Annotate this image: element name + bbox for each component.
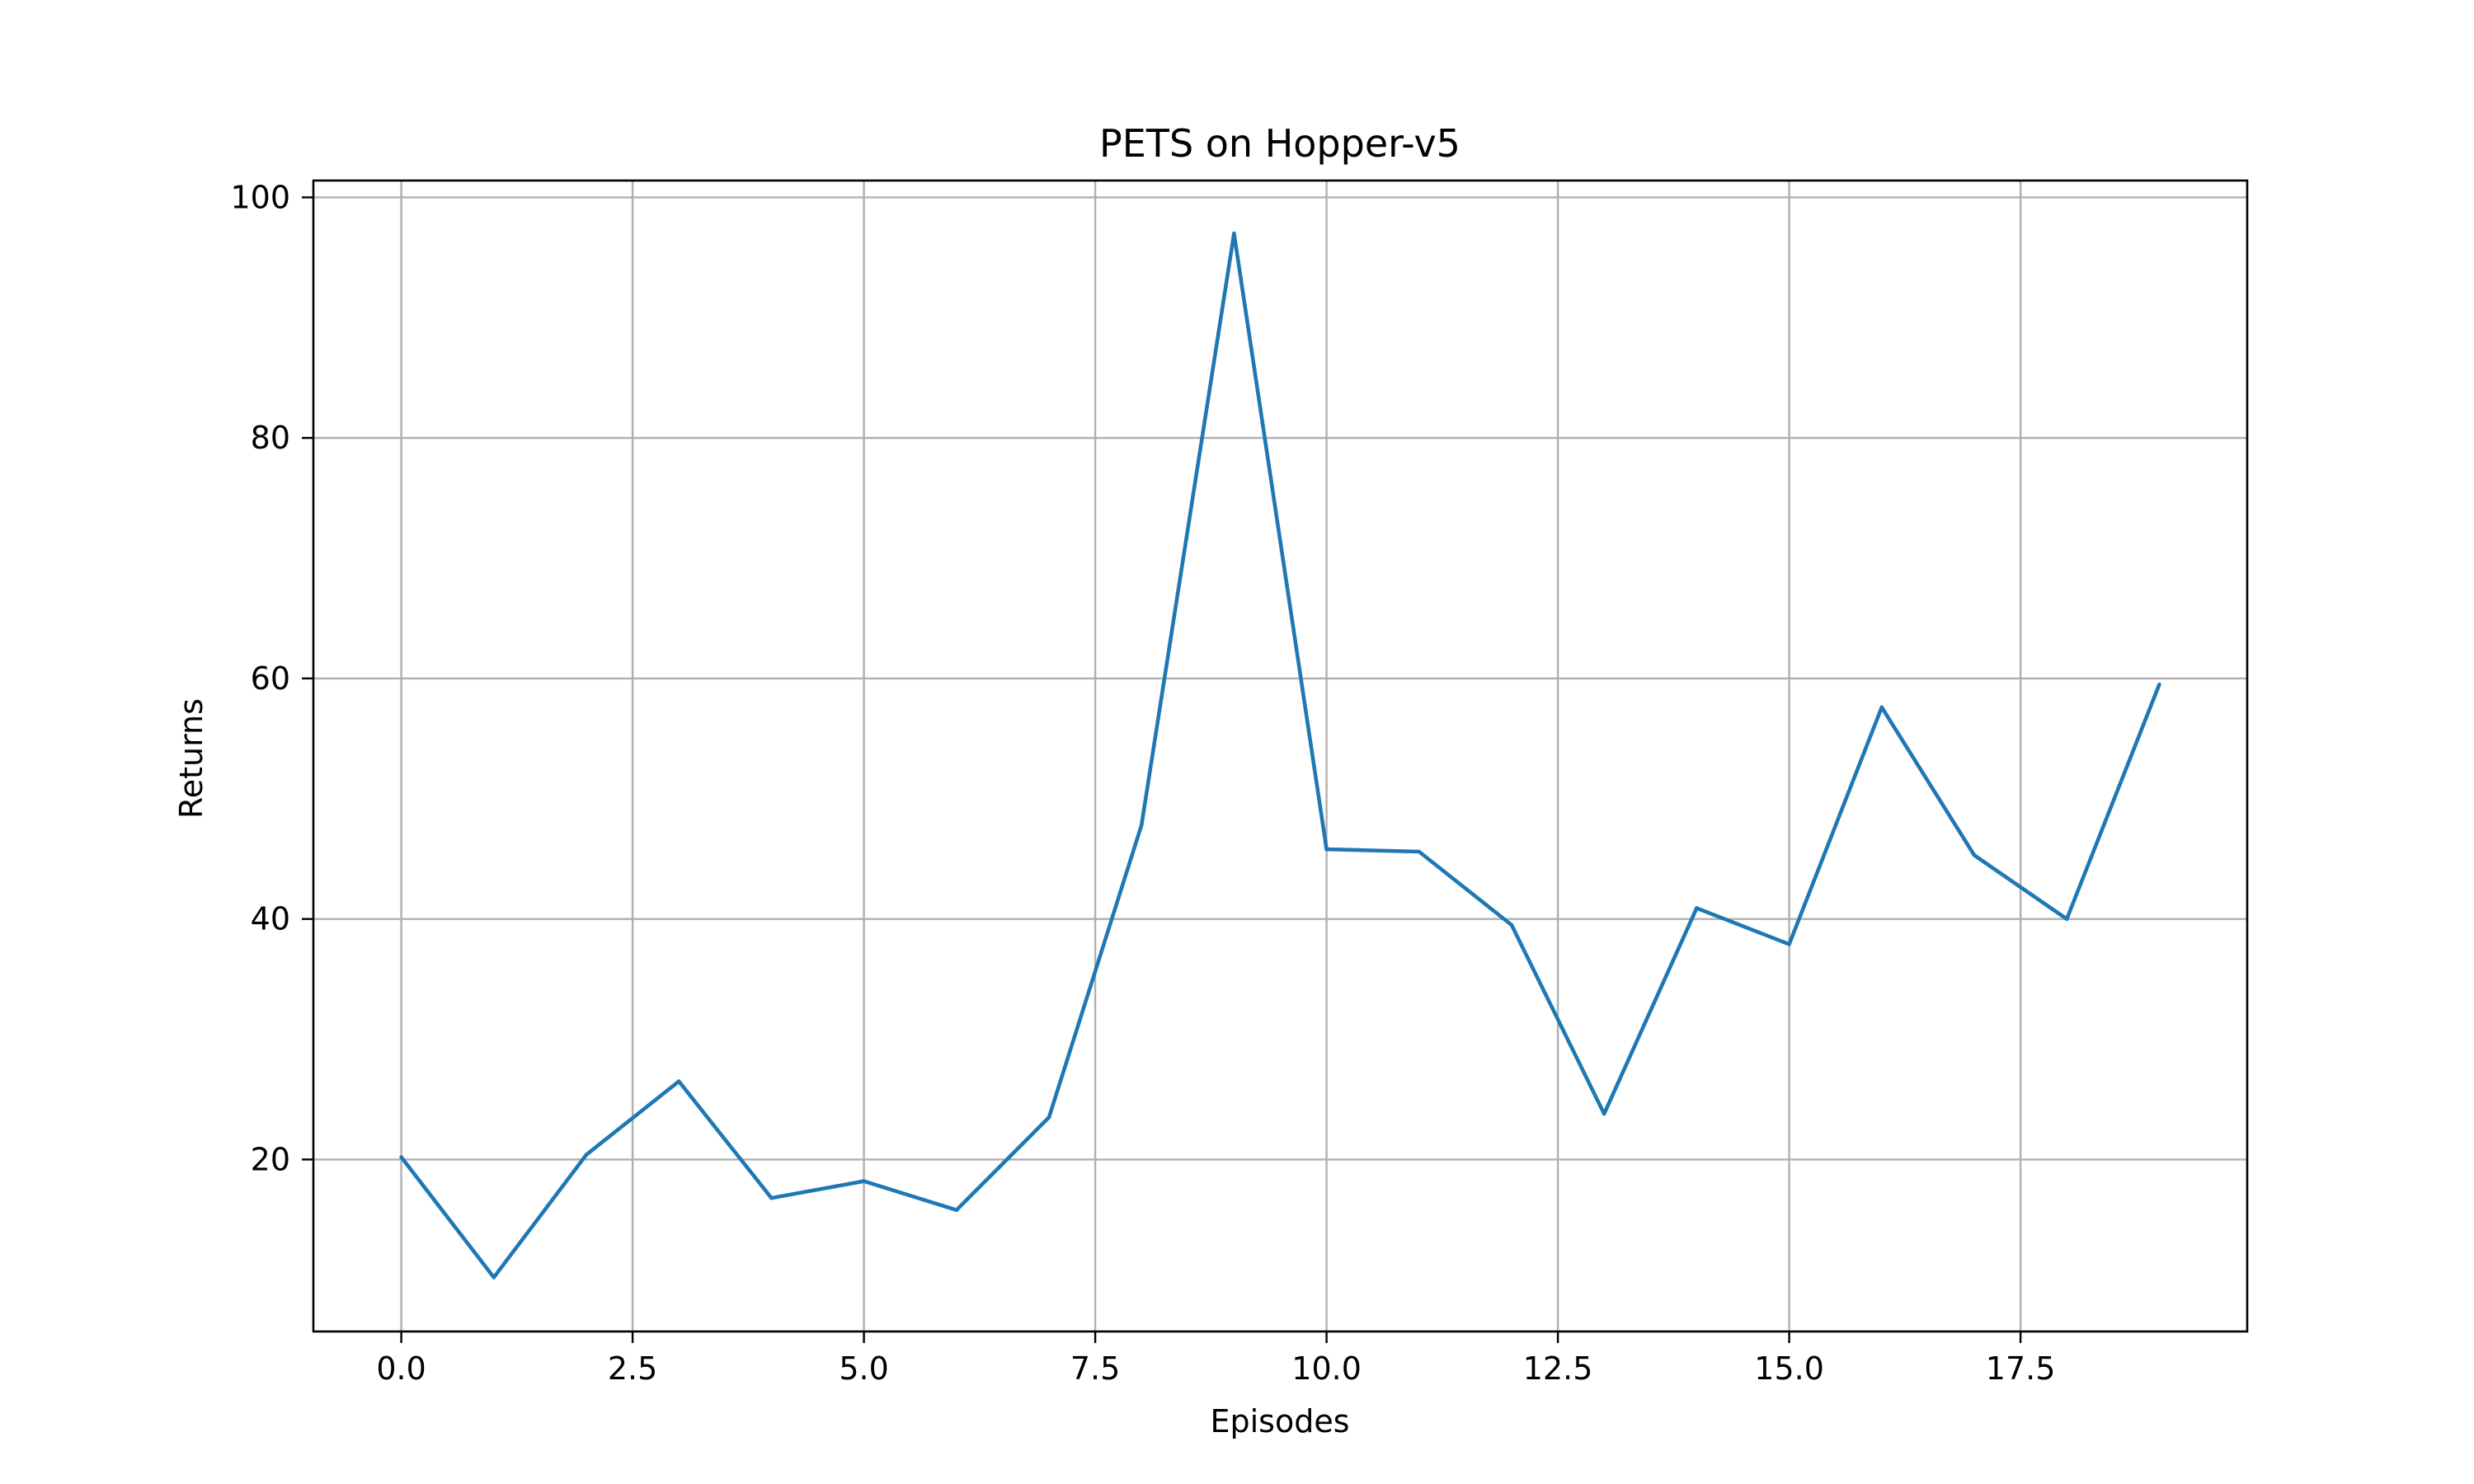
data-point: [1602, 1111, 1606, 1116]
x-tick-label: 2.5: [608, 1350, 657, 1387]
x-tick-label: 10.0: [1291, 1350, 1362, 1387]
x-tick-label: 17.5: [1986, 1350, 2056, 1387]
data-point: [1972, 853, 1977, 857]
x-axis-label: Episodes: [1210, 1403, 1349, 1439]
data-point: [1509, 923, 1514, 928]
data-point: [1879, 705, 1884, 710]
plot-frame: [312, 179, 2249, 1333]
data-point: [1787, 942, 1791, 946]
data-point: [954, 1208, 959, 1212]
y-tick-label: 60: [251, 660, 290, 697]
series-layer: [399, 231, 2161, 1280]
x-tick-label: 5.0: [839, 1350, 888, 1387]
y-tick-label: 100: [230, 179, 290, 215]
data-point: [1047, 1115, 1051, 1120]
grid: [313, 181, 2247, 1331]
y-tick-label: 80: [251, 420, 290, 456]
ticks: 0.0 2.5 5.0 7.5 10.0 12.5 15.0 17.5 20 40 60 80 100: [230, 179, 2055, 1387]
data-point: [492, 1275, 496, 1280]
data-point: [2064, 917, 2069, 921]
x-tick-label: 0.0: [376, 1350, 426, 1387]
data-point: [862, 1179, 866, 1183]
data-point: [1695, 906, 1699, 910]
series-line: [399, 231, 2161, 1280]
x-tick-label: 7.5: [1070, 1350, 1120, 1387]
data-point: [1139, 823, 1144, 828]
x-tick-label: 15.0: [1754, 1350, 1824, 1387]
data-point: [1417, 849, 1422, 854]
y-tick-label: 40: [251, 901, 290, 937]
x-tick-label: 12.5: [1523, 1350, 1593, 1387]
data-point: [399, 1155, 403, 1159]
data-point: [676, 1079, 681, 1083]
data-point: [769, 1195, 774, 1200]
data-point: [1324, 847, 1329, 852]
y-tick-label: 20: [251, 1141, 290, 1177]
data-point: [584, 1153, 589, 1157]
y-axis-label: Returns: [173, 698, 209, 819]
data-point: [2157, 682, 2161, 687]
chart-title: PETS on Hopper-v5: [1099, 121, 1460, 166]
data-point: [1232, 231, 1236, 236]
